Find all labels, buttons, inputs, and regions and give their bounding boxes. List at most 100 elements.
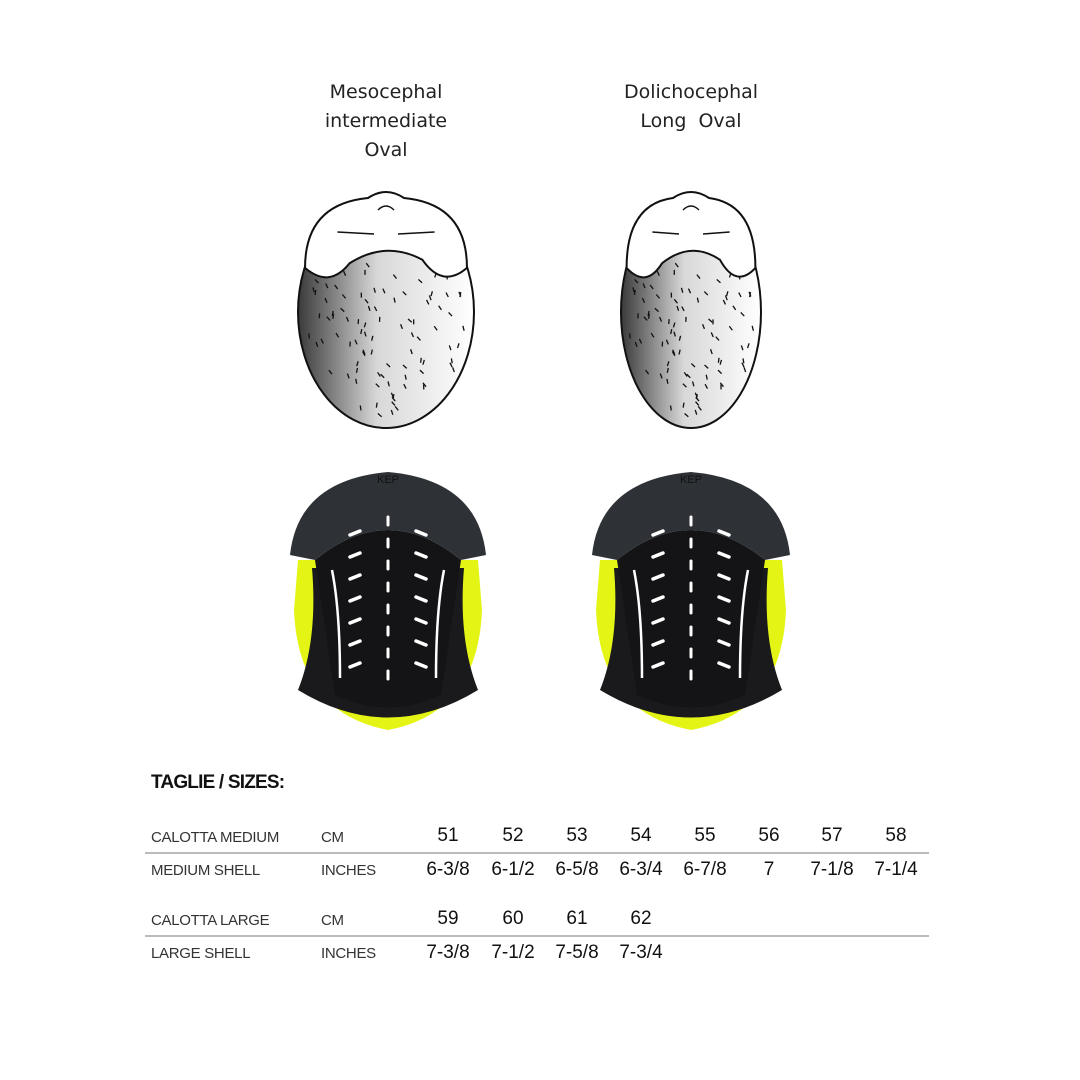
size-cm-value: 61 bbox=[566, 908, 588, 929]
hair-dash bbox=[428, 295, 432, 301]
hair-dash bbox=[375, 402, 378, 408]
size-inches-value: 6-3/8 bbox=[426, 859, 470, 880]
hair-dash bbox=[340, 307, 345, 313]
caption-line: Long Oval bbox=[640, 110, 742, 132]
hair-dash bbox=[390, 409, 394, 415]
size-inches-value: 7-1/2 bbox=[491, 942, 535, 963]
unit-cm: CM bbox=[321, 912, 344, 929]
hair-dash bbox=[363, 322, 367, 328]
hair-dash bbox=[696, 297, 700, 303]
hair-dash bbox=[701, 323, 706, 330]
size-cm-value: 51 bbox=[437, 825, 459, 846]
row-label-calotta-large: CALOTTA LARGE bbox=[151, 912, 270, 929]
hair-dash bbox=[697, 405, 702, 411]
hair-dash bbox=[676, 305, 680, 311]
hair-dash bbox=[703, 291, 709, 296]
size-inches-value: 6-5/8 bbox=[555, 859, 599, 880]
hair-dash bbox=[326, 316, 331, 321]
hair-dash bbox=[341, 294, 347, 299]
hair-dash bbox=[417, 278, 423, 284]
hair-dash bbox=[717, 357, 720, 363]
size-cm-value: 60 bbox=[502, 908, 524, 929]
hair-dash bbox=[371, 335, 374, 341]
hair-dash bbox=[325, 283, 329, 289]
hair-dash bbox=[724, 295, 728, 301]
hair-dash bbox=[654, 307, 659, 313]
hair-dash bbox=[647, 310, 650, 317]
hair-dash bbox=[682, 402, 685, 408]
caption-dolichocephal: Dolichocephal Long Oval bbox=[561, 78, 821, 136]
hair-dash bbox=[393, 297, 396, 303]
hair-dash bbox=[448, 345, 452, 351]
hair-dash bbox=[695, 401, 700, 406]
hair-dash bbox=[633, 289, 636, 296]
hair-dash bbox=[402, 291, 407, 296]
hair-dash bbox=[314, 278, 319, 284]
hair-dash bbox=[647, 313, 650, 319]
hair-dash bbox=[355, 378, 358, 384]
hair-dash bbox=[690, 363, 696, 368]
row-label-medium-shell: MEDIUM SHELL bbox=[151, 862, 260, 879]
size-cm-value: 54 bbox=[630, 825, 652, 846]
hair-dash bbox=[725, 291, 729, 297]
hair-dash bbox=[649, 284, 654, 290]
hair-dash bbox=[710, 332, 714, 338]
size-inches-value: 7-3/8 bbox=[426, 942, 470, 963]
size-cm-value: 53 bbox=[566, 825, 588, 846]
hair-dash bbox=[738, 292, 742, 298]
size-cm-value: 56 bbox=[758, 825, 780, 846]
caption-line: Dolichocephal bbox=[623, 81, 759, 103]
size-inches-value: 7-3/4 bbox=[619, 942, 663, 963]
hair-dash bbox=[362, 351, 366, 357]
hair-dash bbox=[716, 278, 721, 284]
hair-dash bbox=[678, 349, 681, 355]
hair-dash bbox=[419, 369, 425, 375]
hair-dash bbox=[410, 332, 415, 338]
hair-dash bbox=[458, 291, 462, 297]
hair-dash bbox=[362, 349, 366, 355]
size-cm-value: 52 bbox=[502, 825, 524, 846]
hair-dash bbox=[741, 362, 745, 368]
hair-dash bbox=[320, 338, 324, 344]
hair-dash bbox=[433, 325, 438, 331]
size-inches-value: 7 bbox=[763, 859, 775, 880]
unit-cm: CM bbox=[321, 829, 344, 846]
sizes-title: TAGLIE / SIZES: bbox=[151, 772, 285, 793]
hair-dash bbox=[387, 381, 390, 387]
size-cm-value: 58 bbox=[885, 825, 907, 846]
hair-dash bbox=[680, 287, 684, 293]
caption-line: Oval bbox=[364, 139, 408, 161]
size-cm-value: 59 bbox=[437, 908, 459, 929]
hair-dash bbox=[666, 367, 669, 373]
hair-dash bbox=[746, 343, 750, 349]
hair-dash bbox=[367, 305, 371, 311]
hair-dash bbox=[670, 328, 673, 335]
hair-dash bbox=[673, 331, 676, 337]
hair-dash bbox=[365, 262, 370, 268]
size-inches-value: 7-1/4 bbox=[874, 859, 918, 880]
hair-dash bbox=[332, 313, 335, 319]
hair-dash bbox=[416, 336, 421, 341]
hair-dash bbox=[355, 367, 359, 373]
hair-dash bbox=[705, 374, 708, 380]
hair-dash bbox=[404, 374, 407, 380]
hair-dash bbox=[380, 373, 385, 379]
hair-dash bbox=[709, 349, 713, 355]
hair-dash bbox=[659, 373, 663, 379]
hair-dash bbox=[314, 289, 317, 296]
caption-mesocephal: Mesocephal intermediate Oval bbox=[256, 78, 516, 165]
head-crown bbox=[625, 191, 757, 279]
hair-dash bbox=[682, 383, 687, 388]
helmet-liner-medium: KEP bbox=[290, 472, 486, 730]
row-label-large-shell: LARGE SHELL bbox=[151, 945, 251, 962]
hair-dash bbox=[666, 378, 669, 384]
hair-dash bbox=[399, 323, 404, 330]
hair-dash bbox=[638, 338, 643, 344]
hair-dash bbox=[363, 331, 367, 337]
hair-dash bbox=[402, 364, 408, 369]
hair-dash bbox=[331, 310, 334, 317]
hair-dash bbox=[345, 316, 350, 322]
unit-inches: INCHES bbox=[321, 945, 376, 962]
caption-line: intermediate bbox=[324, 110, 448, 132]
hair-dash bbox=[751, 325, 755, 331]
